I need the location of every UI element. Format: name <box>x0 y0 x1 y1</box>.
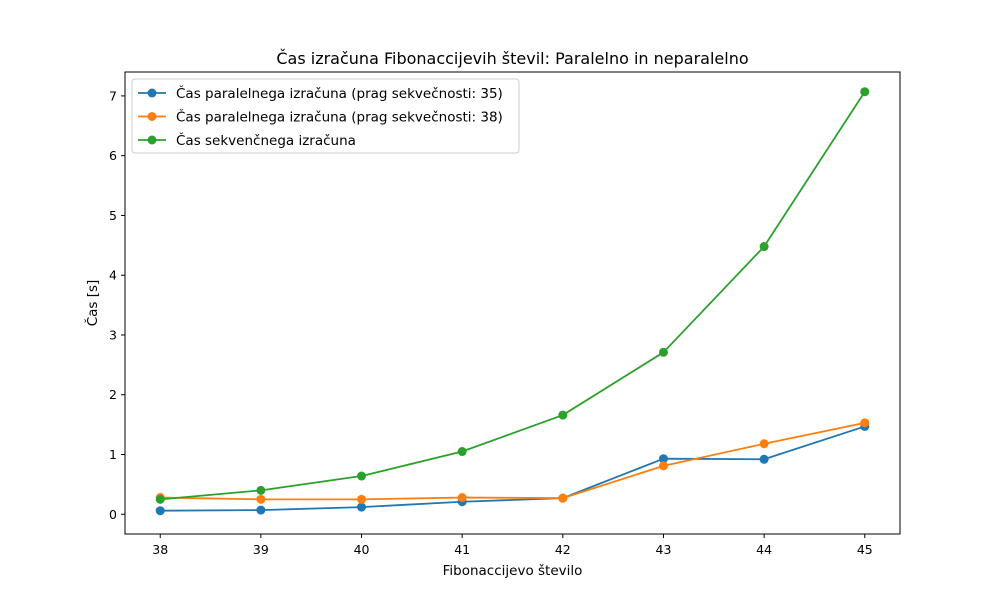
data-point-series-3 <box>860 87 870 97</box>
data-point-series-2 <box>658 461 668 471</box>
y-axis-label: Čas [s] <box>83 280 101 327</box>
x-tick-label: 44 <box>756 542 772 557</box>
data-point-series-2 <box>759 439 769 449</box>
data-point-series-1 <box>357 502 367 512</box>
series-line-3 <box>160 91 866 501</box>
data-point-series-3 <box>759 242 769 252</box>
x-tick-label: 43 <box>656 542 672 557</box>
y-tick-label: 1 <box>109 447 117 462</box>
x-axis: 38 39 40 41 42 43 44 45 <box>152 534 873 557</box>
y-tick-label: 6 <box>109 148 117 163</box>
data-point-series-1 <box>155 506 165 516</box>
x-tick-label: 38 <box>152 542 168 557</box>
data-point-series-2 <box>457 493 467 503</box>
y-tick-label: 5 <box>109 208 117 223</box>
legend-label-1: Čas paralelnega izračuna (prag sekvečnos… <box>176 84 503 102</box>
y-tick-label: 4 <box>109 268 117 283</box>
chart-title: Čas izračuna Fibonaccijevih števil: Para… <box>276 49 748 68</box>
y-tick-label: 3 <box>109 327 117 342</box>
data-point-series-3 <box>256 485 266 495</box>
y-axis: 0 1 2 3 4 5 6 7 <box>109 88 125 522</box>
data-point-series-2 <box>558 493 568 503</box>
data-point-series-3 <box>155 494 165 504</box>
legend-marker-3 <box>147 135 157 145</box>
x-tick-label: 42 <box>555 542 571 557</box>
y-tick-label: 2 <box>109 387 117 402</box>
data-point-series-2 <box>357 494 367 504</box>
legend-box <box>131 78 520 154</box>
data-point-series-3 <box>558 410 568 420</box>
data-point-series-1 <box>256 505 266 515</box>
series-layer <box>155 87 870 516</box>
legend-label-2: Čas paralelnega izračuna (prag sekvečnos… <box>176 108 503 126</box>
x-tick-label: 45 <box>857 542 873 557</box>
data-point-series-3 <box>457 447 467 457</box>
x-tick-label: 40 <box>354 542 370 557</box>
legend-marker-2 <box>147 112 157 121</box>
data-point-series-1 <box>658 454 668 464</box>
data-point-series-3 <box>357 471 367 481</box>
x-tick-label: 39 <box>253 542 269 557</box>
series-line-2 <box>160 421 865 501</box>
series-line-1 <box>160 425 866 512</box>
x-axis-label: Fibonaccijevo število <box>443 563 583 579</box>
legend-label-3: Čas sekvenčnega izračuna <box>176 131 356 149</box>
legend-marker-1 <box>147 88 157 98</box>
data-point-series-3 <box>658 347 668 357</box>
legend: Čas paralelnega izračuna (prag sekvečnos… <box>131 78 520 154</box>
y-tick-label: 7 <box>109 88 117 103</box>
x-tick-label: 41 <box>454 542 470 557</box>
plot-area-frame <box>124 71 901 535</box>
data-point-series-1 <box>759 454 769 464</box>
data-point-series-2 <box>860 418 870 428</box>
data-point-series-2 <box>256 494 266 504</box>
y-tick-label: 0 <box>109 507 117 522</box>
